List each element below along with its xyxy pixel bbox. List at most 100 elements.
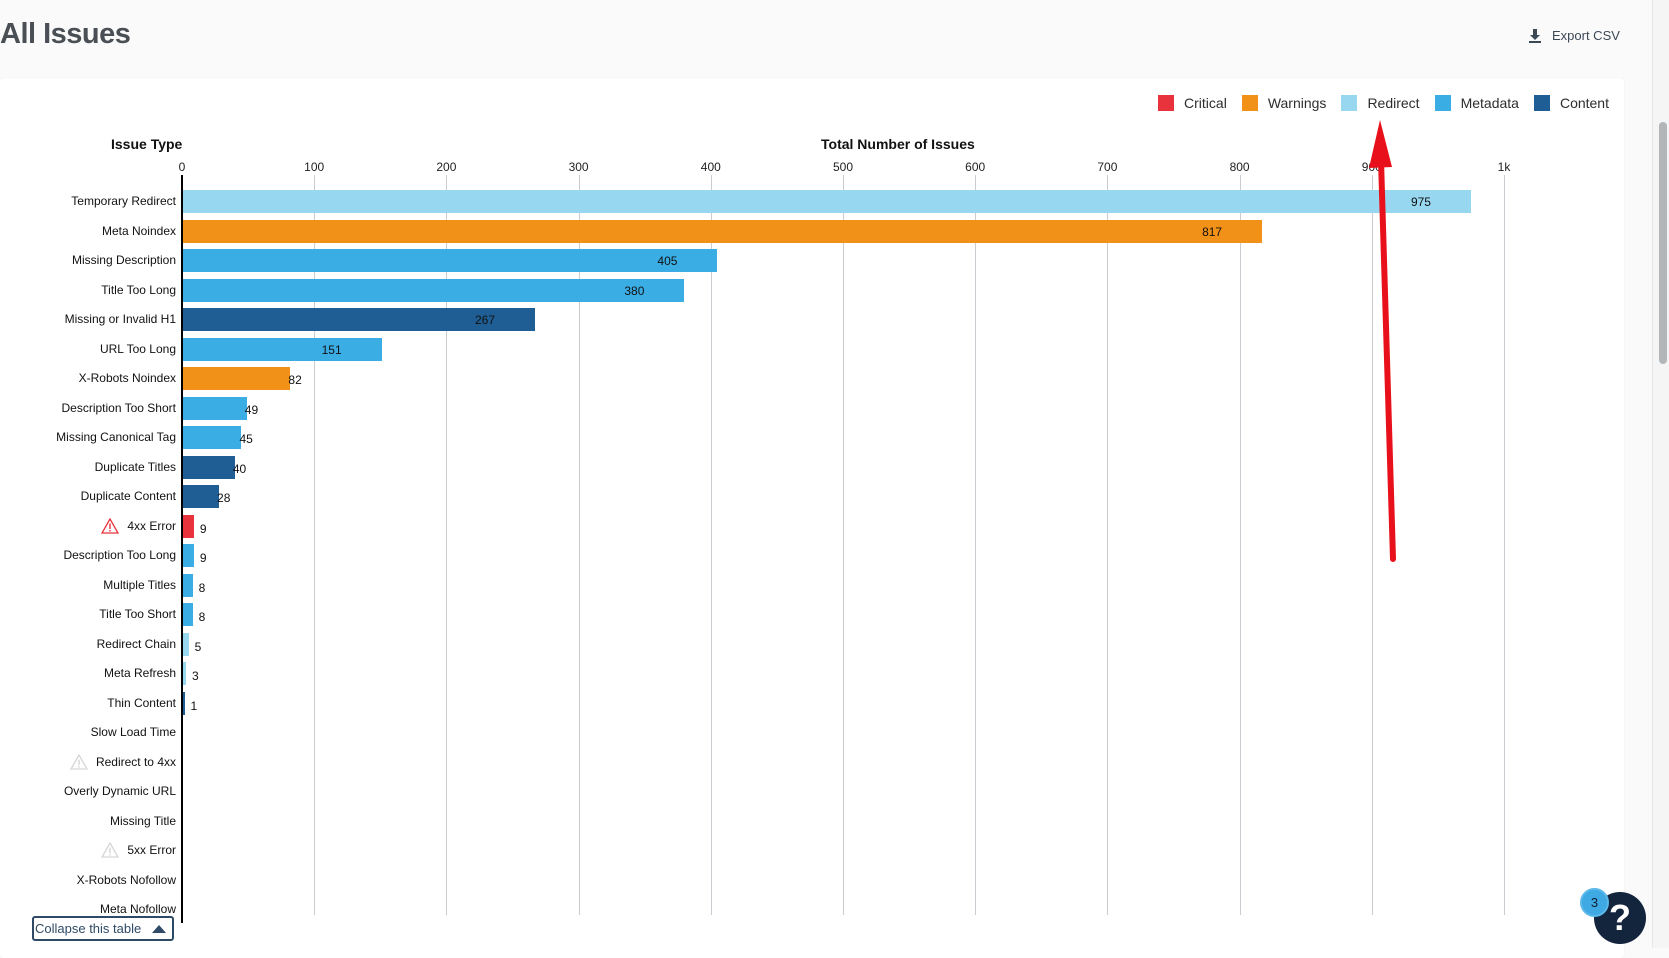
row-label-text: Missing Canonical Tag	[56, 430, 176, 444]
download-icon	[1529, 28, 1541, 43]
legend-swatch	[1434, 95, 1451, 111]
row-label: Redirect Chain	[97, 635, 176, 653]
gridline	[710, 175, 712, 915]
gridline	[975, 175, 977, 915]
legend-swatch	[1341, 95, 1358, 111]
row-label-text: URL Too Long	[99, 341, 176, 356]
bar-value-label: 8	[198, 610, 206, 624]
legend-item-content[interactable]: Content	[1533, 95, 1609, 111]
row-label-text: Redirect Chain	[96, 636, 176, 651]
row-label: Slow Load Time	[91, 723, 176, 741]
row-label-text: 4xx Error	[127, 518, 176, 533]
bar-missing-description[interactable]	[183, 249, 718, 272]
scrollbar-thumb[interactable]	[1659, 122, 1667, 364]
x-tick-label: 400	[700, 160, 721, 174]
legend-item-warnings[interactable]: Warnings	[1241, 95, 1326, 111]
legend-swatch	[1241, 95, 1258, 111]
gridline	[446, 175, 448, 915]
row-label: Description Too Short	[61, 399, 176, 417]
row-label: Duplicate Content	[81, 487, 176, 505]
bar-meta-noindex[interactable]	[183, 219, 1263, 243]
export-csv-label: Export CSV	[1552, 28, 1620, 43]
bar-value-label: 380	[624, 283, 645, 298]
row-label-text: Thin Content	[107, 695, 176, 710]
legend-label: Metadata	[1460, 95, 1519, 111]
row-label: Temporary Redirect	[71, 192, 176, 210]
row-label: Title Too Short	[99, 605, 176, 623]
bar-multiple-titles[interactable]	[183, 573, 193, 597]
x-tick-label: 500	[832, 160, 854, 174]
bar-value-label: 3	[191, 669, 199, 683]
bar-duplicate-content[interactable]	[183, 485, 220, 508]
bar-url-too-long[interactable]	[183, 337, 382, 361]
warning-icon	[101, 517, 120, 534]
row-label-text: Temporary Redirect	[71, 194, 176, 208]
gridline	[1371, 175, 1373, 915]
x-tick-label: 700	[1097, 160, 1118, 174]
row-label-text: Title Too Long	[101, 282, 176, 297]
legend-label: Critical	[1184, 95, 1227, 111]
row-label: 5xx Error	[101, 841, 176, 859]
page-title: All Issues	[0, 18, 131, 50]
row-label-text: X-Robots Noindex	[78, 371, 176, 385]
bar-missing-canonical-tag[interactable]	[183, 426, 242, 449]
bar-value-label: 40	[232, 461, 247, 476]
row-label: Thin Content	[107, 694, 176, 712]
x-axis-title: Total Number of Issues	[821, 136, 975, 152]
bar-description-too-short[interactable]	[183, 396, 247, 420]
row-label-text: X-Robots Nofollow	[76, 872, 176, 887]
row-label: Multiple Titles	[103, 576, 176, 594]
bar-title-too-short[interactable]	[183, 603, 193, 626]
gridline	[1504, 175, 1505, 915]
y-axis-line	[181, 175, 183, 923]
row-label-text: Title Too Short	[99, 607, 176, 621]
row-label-text: Description Too Long	[63, 548, 176, 562]
bar-meta-refresh[interactable]	[183, 662, 186, 685]
gridline	[314, 175, 316, 915]
collapse-label: Collapse this table	[35, 921, 142, 936]
legend-label: Content	[1559, 95, 1609, 111]
caret-up-icon	[152, 924, 166, 933]
bar-missing-or-invalid-h1[interactable]	[183, 308, 535, 331]
help-button[interactable]: ?	[1594, 892, 1646, 944]
row-label-text: Meta Nofollow	[99, 902, 176, 916]
gridline	[1239, 175, 1241, 915]
row-label: Meta Refresh	[104, 664, 176, 682]
bar-value-label: 1	[190, 698, 198, 713]
row-label-text: Duplicate Titles	[94, 459, 176, 474]
bar-title-too-long[interactable]	[183, 278, 685, 302]
bar-description-too-long[interactable]	[183, 544, 194, 567]
bar-value-label: 267	[474, 313, 495, 327]
bar-value-label: 9	[199, 551, 207, 565]
help-icon: ?	[1609, 897, 1631, 938]
legend-item-metadata[interactable]: Metadata	[1434, 95, 1519, 111]
row-label: Redirect to 4xx	[69, 753, 176, 771]
bar-x-robots-noindex[interactable]	[183, 367, 291, 390]
row-label-text: Slow Load Time	[90, 725, 176, 739]
row-label-text: Overly Dynamic URL	[63, 784, 176, 798]
row-label: URL Too Long	[100, 340, 176, 358]
bar-value-label: 405	[657, 254, 678, 268]
collapse-table-button[interactable]: Collapse this table	[32, 916, 174, 941]
bar-4xx-error[interactable]	[183, 514, 194, 538]
legend-item-redirect[interactable]: Redirect	[1341, 95, 1420, 111]
bar-value-label: 28	[217, 491, 231, 505]
legend-label: Redirect	[1367, 95, 1420, 111]
row-label: Meta Nofollow	[100, 900, 176, 918]
row-label-text: Multiple Titles	[103, 577, 176, 592]
bar-redirect-chain[interactable]	[183, 632, 189, 656]
bar-value-label: 151	[321, 342, 342, 357]
notification-badge[interactable]: 3	[1580, 888, 1609, 917]
row-label: Missing or Invalid H1	[65, 310, 176, 328]
bar-value-label: 49	[244, 402, 259, 417]
bar-duplicate-titles[interactable]	[183, 455, 235, 479]
bar-value-label: 5	[194, 639, 202, 654]
warning-icon	[69, 753, 88, 770]
bar-thin-content[interactable]	[183, 691, 185, 715]
x-tick-label: 1k	[1497, 160, 1511, 174]
export-csv-button[interactable]: Export CSV	[1528, 28, 1620, 43]
row-label: X-Robots Noindex	[79, 369, 176, 387]
bar-temporary-redirect[interactable]	[183, 190, 1471, 213]
gridline	[843, 175, 844, 915]
legend-item-critical[interactable]: Critical	[1158, 95, 1227, 111]
